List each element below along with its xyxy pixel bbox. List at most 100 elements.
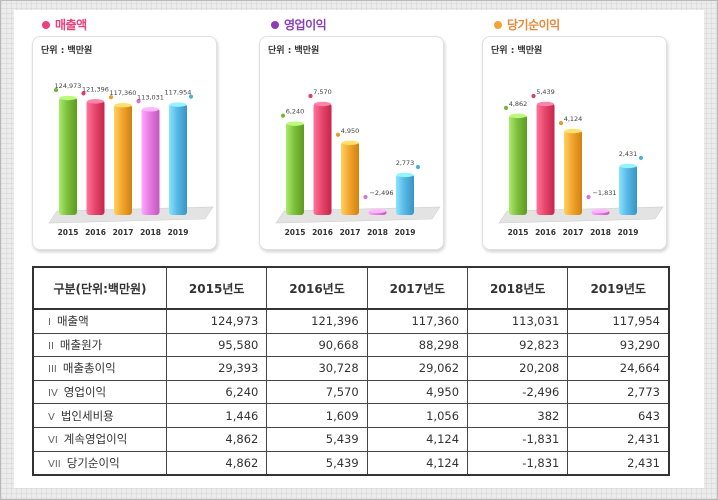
column-header: 2015년도 (165, 266, 268, 310)
value-label-2016: 5,439 (536, 88, 555, 96)
unit-label: 단위 : 백만원 (41, 46, 93, 56)
chart-card-revenue: 단위 : 백만원 124,973 2015 121,396 2016 117,360 20… (32, 36, 217, 250)
value-label-2017: 4,950 (341, 127, 360, 135)
table-header-row: 구분(단위:백만원) 2015년도 2016년도 2017년도 2018년도 2… (32, 266, 670, 310)
table-cell: 4,862 (165, 450, 268, 476)
table-cell: 7,570 (266, 379, 368, 405)
bar-2015 (286, 122, 304, 215)
title-bullet-icon (42, 21, 50, 29)
value-marker-2016 (530, 93, 537, 99)
category-label-2019: 2019 (168, 228, 189, 237)
value-label-2016: 7,570 (313, 88, 332, 96)
row-label: 영업이익 (63, 385, 107, 400)
row-roman-numeral: I (48, 317, 51, 329)
category-label-2018: 2018 (590, 228, 611, 237)
bar-2019 (619, 164, 637, 215)
value-label-2016: 121,396 (82, 85, 109, 93)
bar-2019 (169, 103, 187, 215)
bar-2017 (114, 104, 132, 215)
chart-card-net-income: 단위 : 백만원 4,862 2015 5,439 2016 4,124 2017 −1,8… (482, 36, 667, 250)
category-label-2016: 2016 (312, 228, 333, 237)
row-label: 계속영업이익 (63, 432, 128, 447)
value-label-2018: −1,831 (592, 189, 616, 197)
table-cell: 6,240 (165, 379, 268, 405)
value-label-2015: 124,973 (55, 82, 82, 90)
table-cell: 124,973 (165, 308, 268, 334)
bar-cap-2019 (169, 102, 187, 107)
table-cell: 5,439 (266, 426, 368, 452)
category-label-2017: 2017 (563, 228, 584, 237)
value-marker-2016 (307, 93, 314, 99)
table-cell: 90,668 (266, 332, 368, 358)
table-cell: 1,446 (165, 403, 268, 428)
bar-cap-2016 (314, 101, 331, 107)
financial-summary-table: 구분(단위:백만원) 2015년도 2016년도 2017년도 2018년도 2… (32, 266, 670, 477)
row-label-cell: III 매출총이익 (32, 356, 167, 381)
row-label-cell: V 법인세비용 (32, 403, 167, 428)
table-cell: 92,823 (467, 332, 569, 358)
value-label-2019: 2,431 (619, 150, 638, 158)
table-cell: 29,393 (165, 356, 268, 381)
value-label-2015: 6,240 (286, 108, 305, 116)
chart-title-text: 영업이익 (284, 18, 327, 32)
value-marker-2015 (503, 105, 509, 111)
title-bullet-icon (494, 21, 502, 29)
row-roman-numeral: VI (48, 435, 58, 447)
value-label-2017: 4,124 (564, 115, 583, 123)
value-marker-2017 (108, 94, 114, 100)
bar-cap-2019 (619, 163, 637, 169)
bar-chart-net-income: 4,862 2015 5,439 2016 4,124 2017 −1,831 2018 2,4… (498, 88, 664, 237)
table-cell: 117,360 (366, 308, 469, 334)
bar-cap-2015 (509, 113, 527, 119)
value-marker-2018 (585, 194, 592, 200)
row-label: 매출총이익 (62, 361, 116, 376)
category-label-2017: 2017 (340, 228, 361, 237)
bar-2018 (141, 108, 160, 215)
table-cell: 20,208 (467, 356, 569, 381)
row-label: 매출액 (56, 314, 89, 329)
bar-2017 (341, 141, 359, 215)
value-label-2019: 117,954 (165, 89, 192, 97)
table-cell: -2,496 (467, 379, 569, 405)
row-roman-numeral: IV (48, 388, 58, 400)
unit-label: 단위 : 백만원 (268, 46, 320, 56)
row-label-cell: VII 당기순이익 (32, 450, 167, 476)
table-row: I 매출액 124,973 121,396 117,360 113,031 117,954 (32, 308, 670, 334)
bar-cap-2018 (592, 208, 609, 214)
value-label-2018: 113,031 (137, 93, 164, 101)
category-label-2015: 2015 (508, 228, 529, 237)
table-cell: 4,862 (165, 426, 268, 452)
chart-card-operating-profit: 단위 : 백만원 6,240 2015 7,570 2016 4,950 2017 −2,4… (259, 36, 444, 250)
chart-title-operating-profit: 영업이익 (271, 16, 327, 33)
row-label: 매출원가 (59, 337, 103, 352)
bar-cap-2018 (142, 107, 159, 112)
bar-cap-2015 (59, 95, 77, 101)
bar-cap-2016 (87, 99, 104, 104)
bar-cap-2015 (286, 121, 304, 126)
value-marker-2018 (135, 98, 142, 104)
bar-chart-operating-profit: 6,240 2015 7,570 2016 4,950 2017 −2,496 2018 2,7… (275, 88, 441, 237)
category-label-2016: 2016 (535, 228, 556, 237)
row-roman-numeral: V (48, 411, 55, 423)
bar-chart-revenue: 124,973 2015 121,396 2016 117,360 2017 113,031… (48, 82, 214, 237)
table-cell: 2,773 (567, 379, 670, 405)
table-row: III 매출총이익 29,393 30,728 29,062 20,208 24,664 (32, 356, 670, 381)
title-bullet-icon (271, 21, 279, 29)
bar-cap-2019 (396, 172, 414, 178)
value-marker-2017 (335, 132, 341, 138)
row-label-cell: II 매출원가 (32, 332, 167, 358)
row-roman-numeral: II (48, 340, 54, 352)
table-cell: 4,950 (366, 379, 469, 405)
category-label-2017: 2017 (113, 228, 134, 237)
category-label-2015: 2015 (285, 228, 306, 237)
table-cell: 1,056 (366, 403, 469, 428)
bar-cap-2017 (564, 128, 582, 134)
column-header: 구분(단위:백만원) (32, 266, 167, 310)
value-marker-2016 (80, 90, 87, 97)
row-label-cell: I 매출액 (32, 308, 167, 334)
table-cell: 88,298 (366, 332, 469, 358)
bar-cap-2018 (369, 208, 386, 214)
chart-title-net-income: 당기순이익 (494, 16, 560, 33)
table-cell: 95,580 (165, 332, 268, 358)
table-cell: 117,954 (567, 308, 670, 334)
